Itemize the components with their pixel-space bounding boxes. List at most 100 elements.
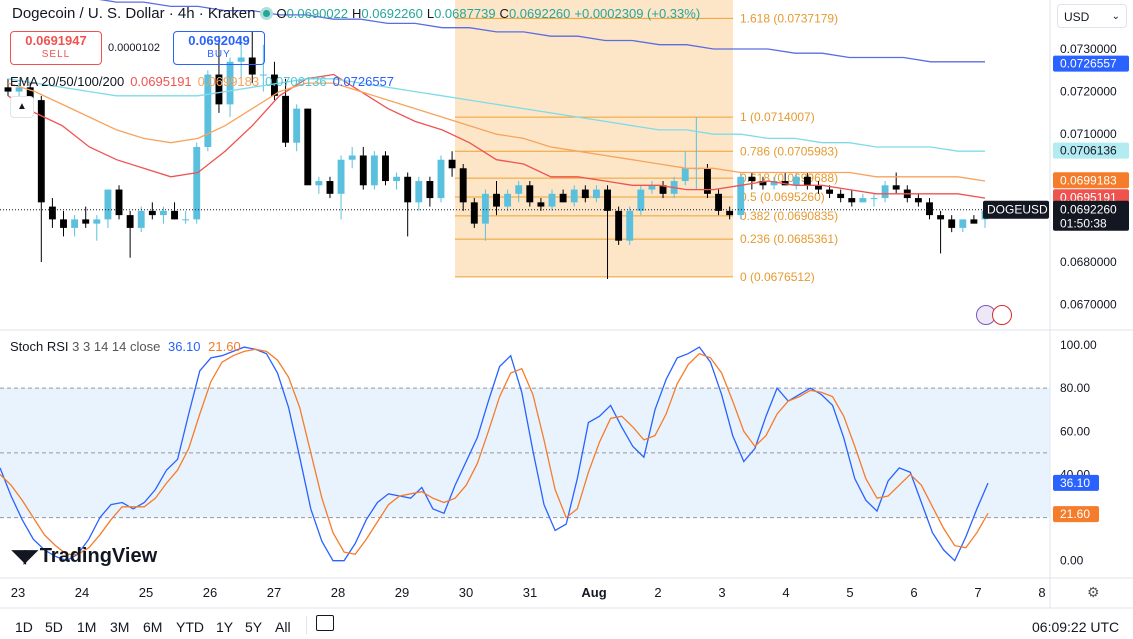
symbol-title[interactable]: Dogecoin / U. S. Dollar · 4h · Kraken [12,5,256,22]
timeframe-3m[interactable]: 3M [110,619,130,635]
ema-line-ema50 [7,82,986,182]
stoch-rsi-legend[interactable]: Stoch RSI 3 3 14 14 close 36.10 21.60 [10,339,241,354]
buy-price: 0.0692049 [188,33,250,48]
ema100-value: 0.0706136 [265,74,327,89]
candle-body [792,176,800,186]
candle-body [337,159,345,194]
time-tick-label: 6 [910,585,917,600]
buy-button[interactable]: 0.0692049 BUY [173,31,265,65]
candle-body [726,210,734,216]
candle-body [859,198,867,203]
close-value: 0.0692260 [508,6,571,21]
chevron-up-icon: ▲ [17,101,27,112]
candle-body [82,219,90,224]
time-tick-label: 2 [654,585,661,600]
ema-line-ema100 [7,78,985,152]
candle-body [881,185,889,199]
candle-body [404,176,412,203]
time-tick-label: Aug [581,585,606,600]
symbol-tag-label: DOGEUSD [987,203,1048,217]
candle-body [837,193,845,199]
countdown-label: 01:50:38 [1060,217,1107,231]
candle-body [48,206,56,220]
time-tick-label: 3 [718,585,725,600]
timeframe-5d[interactable]: 5D [45,619,63,635]
candle-body [304,108,312,186]
us-flag-icon[interactable] [992,305,1012,325]
timeframe-6m[interactable]: 6M [143,619,163,635]
timeframe-1m[interactable]: 1M [77,619,97,635]
tradingview-logo-icon: ◥◤ [12,546,38,566]
indicator-badges[interactable] [976,305,1012,330]
stoch-tick-label: 0.00 [1060,554,1084,568]
stoch-line-k [0,346,989,562]
time-tick-label: 25 [139,585,153,600]
candle-body [448,159,456,169]
ema-line-ema20 [7,73,986,199]
candle-body [359,155,367,186]
candle-body [892,185,900,190]
symbol-header: Dogecoin / U. S. Dollar · 4h · Kraken O0.… [12,5,704,22]
timeframe-ytd[interactable]: YTD [176,619,204,635]
fib-level-label: 0.5 (0.0695260) [740,190,825,204]
candle-body [237,57,245,62]
candle-body [204,74,212,147]
currency-select[interactable]: USD ⌄ [1057,4,1127,28]
timeframe-1d[interactable]: 1D [15,619,33,635]
ema-legend[interactable]: EMA 20/50/100/200 0.0695191 0.0699183 0.070… [10,74,400,89]
candle-body [870,198,878,200]
calendar-icon[interactable] [316,615,334,631]
candle-body [848,198,856,203]
candle-body [970,219,978,224]
candle-body [315,181,323,186]
time-tick-label: 31 [523,585,537,600]
candle-body [914,198,922,203]
time-tick-label: 4 [782,585,789,600]
time-tick-label: 26 [203,585,217,600]
candle-body [681,168,689,182]
candle-body [115,189,123,216]
candle-body [626,210,634,241]
candle-body [526,185,534,203]
candle-body [226,61,234,105]
collapse-legend-button[interactable]: ▲ [10,96,34,118]
timeframe-1y[interactable]: 1Y [216,619,234,635]
time-tick-label: 23 [11,585,25,600]
price-tag-label: 0.0706136 [1060,144,1117,158]
sell-button[interactable]: 0.0691947 SELL [10,31,102,65]
close-label: C [499,6,509,21]
buy-label: BUY [207,49,231,60]
candle-body [382,155,389,182]
candle-body [504,193,512,207]
low-value: 0.0687739 [434,6,496,21]
candle-body [581,189,589,199]
utc-clock[interactable]: 06:09:22 UTC [1032,619,1120,635]
candle-body [259,74,267,76]
stoch-k-value: 36.10 [167,339,201,354]
candle-body [737,176,745,216]
price-tick-label: 0.0680000 [1060,255,1117,269]
fib-level-label: 1 (0.0714007) [740,110,815,124]
gear-icon[interactable]: ⚙ [1087,584,1100,600]
market-status-dot [263,9,271,17]
high-value: 0.0692260 [361,6,423,21]
candle-body [515,185,523,194]
stoch-rsi-params: 3 3 14 14 close [72,339,161,354]
fib-level-label: 0.236 (0.0685361) [740,232,838,246]
timeframe-all[interactable]: All [275,619,291,635]
candle-body [770,181,778,186]
stoch-value-tag [1053,474,1099,491]
candle-body [704,168,711,194]
candle-body [415,181,423,203]
candle-body [437,159,445,199]
candle-body [37,100,45,203]
currency-value: USD [1064,10,1090,24]
timeframe-5y[interactable]: 5Y [245,619,263,635]
candle-body [559,193,567,203]
candle-body [182,219,190,221]
candle-body [604,189,611,211]
candle-body [815,185,822,190]
candle-body [637,189,645,211]
fib-level-label: 1.618 (0.0737179) [740,11,838,25]
